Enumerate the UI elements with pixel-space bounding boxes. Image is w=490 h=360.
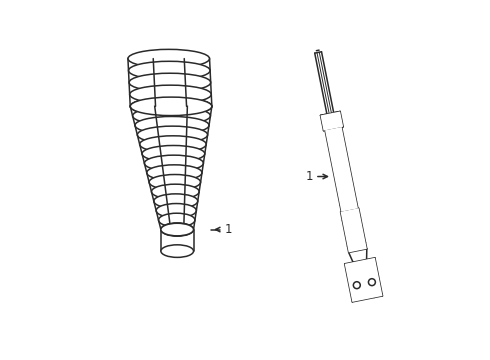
Polygon shape — [344, 258, 383, 302]
Ellipse shape — [142, 145, 205, 162]
Ellipse shape — [151, 184, 199, 199]
Ellipse shape — [128, 49, 210, 68]
Text: 1: 1 — [224, 223, 232, 236]
Ellipse shape — [145, 155, 203, 171]
Circle shape — [353, 282, 360, 289]
Polygon shape — [325, 127, 358, 212]
Ellipse shape — [130, 97, 212, 116]
Polygon shape — [341, 208, 367, 252]
Ellipse shape — [137, 126, 208, 143]
Ellipse shape — [156, 203, 196, 218]
Ellipse shape — [147, 165, 202, 180]
Ellipse shape — [130, 97, 212, 116]
Ellipse shape — [128, 61, 210, 80]
Ellipse shape — [161, 245, 194, 257]
Ellipse shape — [135, 116, 209, 134]
Ellipse shape — [161, 223, 194, 236]
Ellipse shape — [161, 223, 194, 236]
Ellipse shape — [129, 73, 211, 92]
Text: 1: 1 — [306, 170, 314, 183]
Polygon shape — [320, 112, 343, 131]
Circle shape — [368, 279, 375, 285]
Ellipse shape — [159, 213, 195, 227]
Ellipse shape — [130, 85, 211, 104]
Ellipse shape — [133, 107, 210, 125]
Ellipse shape — [154, 194, 198, 208]
Ellipse shape — [149, 175, 200, 190]
Ellipse shape — [140, 136, 206, 153]
